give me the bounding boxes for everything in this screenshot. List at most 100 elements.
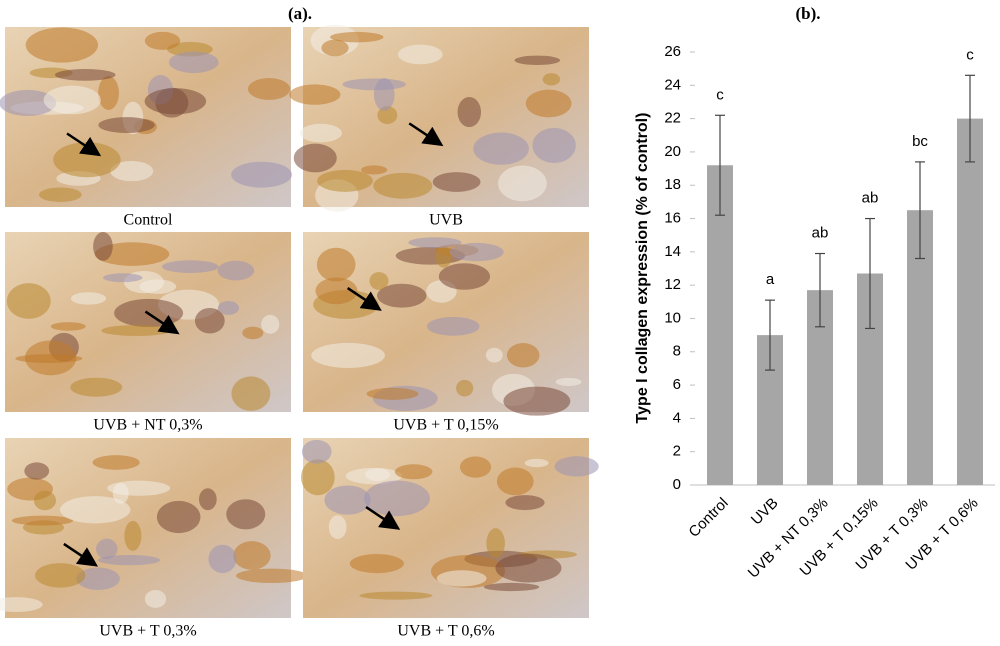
tissue-blob — [289, 84, 341, 105]
significance-letter: ab — [812, 224, 829, 241]
tissue-blob — [93, 232, 113, 261]
tissue-blob — [394, 464, 433, 480]
tissue-blob — [496, 467, 534, 496]
y-tick-label: 22 — [664, 110, 681, 127]
tissue-blob — [328, 515, 347, 540]
tissue-blob — [231, 376, 271, 411]
tissue-blob — [98, 76, 119, 110]
tissue-blob — [70, 292, 107, 305]
tissue-blob — [342, 78, 406, 91]
y-tick-label: 8 — [673, 343, 681, 360]
error-bar — [765, 299, 775, 371]
tissue-blob — [60, 496, 131, 524]
tissue-blob — [473, 132, 529, 165]
y-tick-label: 4 — [673, 409, 681, 426]
tissue-blob — [144, 589, 167, 608]
arrow — [408, 122, 444, 147]
tissue-blob — [301, 439, 332, 464]
caption: Control — [124, 212, 173, 229]
error-bar — [815, 252, 825, 328]
tissue-blob — [300, 459, 335, 496]
tissue-blob — [369, 272, 389, 290]
tissue-blob — [25, 27, 99, 63]
tissue-blob — [11, 515, 74, 526]
tissue-blob — [506, 343, 540, 368]
error-bar — [915, 161, 925, 260]
tissue-blob — [194, 307, 225, 334]
arrow — [365, 506, 401, 530]
tissue-blob — [542, 73, 561, 86]
tissue-blob — [324, 485, 371, 515]
tissue-blob — [6, 283, 51, 319]
tissue-blob — [361, 165, 388, 175]
micrograph — [300, 438, 599, 618]
tissue-blob — [432, 172, 481, 192]
tissue-blob — [261, 314, 280, 334]
micrograph — [5, 232, 291, 412]
tissue-blob — [242, 326, 264, 340]
tissue-blob — [0, 597, 43, 613]
y-tick-label: 6 — [673, 376, 681, 393]
y-tick-label: 26 — [664, 43, 681, 60]
tissue-blob — [168, 51, 219, 74]
tissue-blob — [94, 242, 170, 266]
significance-letter: c — [716, 86, 724, 103]
tissue-blob — [236, 568, 308, 583]
tissue-blob — [33, 490, 57, 511]
tissue-blob — [53, 142, 121, 178]
tissue-blob — [217, 300, 240, 315]
significance-letter: ab — [862, 190, 879, 207]
tissue-blob — [449, 242, 504, 262]
error-bar — [715, 114, 725, 216]
tissue-blob — [161, 260, 219, 274]
tissue-blob — [364, 480, 430, 517]
x-tick-label: UVB — [748, 495, 782, 529]
tissue-blob — [98, 554, 161, 566]
tissue-blob — [359, 591, 433, 600]
y-tick-label: 12 — [664, 276, 681, 293]
tissue-blob — [330, 31, 384, 43]
tissue-blob — [0, 89, 57, 117]
tissue-blob — [231, 161, 292, 188]
tissue-blob — [54, 69, 116, 81]
tissue-blob — [498, 165, 547, 202]
tissue-blob — [525, 89, 572, 118]
tissue-blob — [110, 160, 154, 182]
y-tick-label: 16 — [664, 210, 681, 227]
tissue-blob — [459, 456, 492, 478]
tissue-blob — [485, 347, 503, 363]
significance-letter: a — [766, 271, 775, 288]
tissue-blob — [299, 123, 343, 143]
tissue-blob — [532, 127, 576, 164]
caption: UVB + T 0,3% — [99, 623, 196, 640]
tissue-blob — [503, 386, 571, 416]
y-tick-label: 20 — [664, 143, 681, 160]
y-axis-label: Type I collagen expression (% of control… — [634, 113, 651, 424]
tissue-blob — [70, 377, 123, 397]
tissue-blob — [98, 117, 155, 133]
tissue-blob — [76, 567, 120, 590]
tissue-blob — [435, 246, 452, 268]
tissue-blob — [92, 455, 140, 470]
tissue-blob — [144, 31, 181, 50]
tissue-blob — [365, 468, 390, 481]
tissue-blob — [35, 563, 86, 588]
tissue-blob — [514, 55, 561, 66]
tissue-blob — [226, 499, 266, 530]
arrow — [66, 132, 102, 157]
tissue-blob — [156, 500, 201, 534]
tissue-blob — [103, 273, 143, 283]
tissue-blob — [139, 279, 177, 294]
tissue-blob — [112, 483, 129, 504]
tissue-blob — [96, 538, 118, 560]
tissue-blob — [101, 325, 172, 337]
micrograph-background — [303, 438, 589, 618]
tissue-blob — [456, 379, 474, 397]
tissue-blob — [311, 342, 385, 368]
tissue-blob — [315, 277, 358, 305]
caption: UVB + T 0,15% — [393, 417, 498, 434]
tissue-blob — [198, 488, 217, 511]
micrograph — [0, 27, 292, 207]
tissue-blob — [317, 169, 373, 192]
